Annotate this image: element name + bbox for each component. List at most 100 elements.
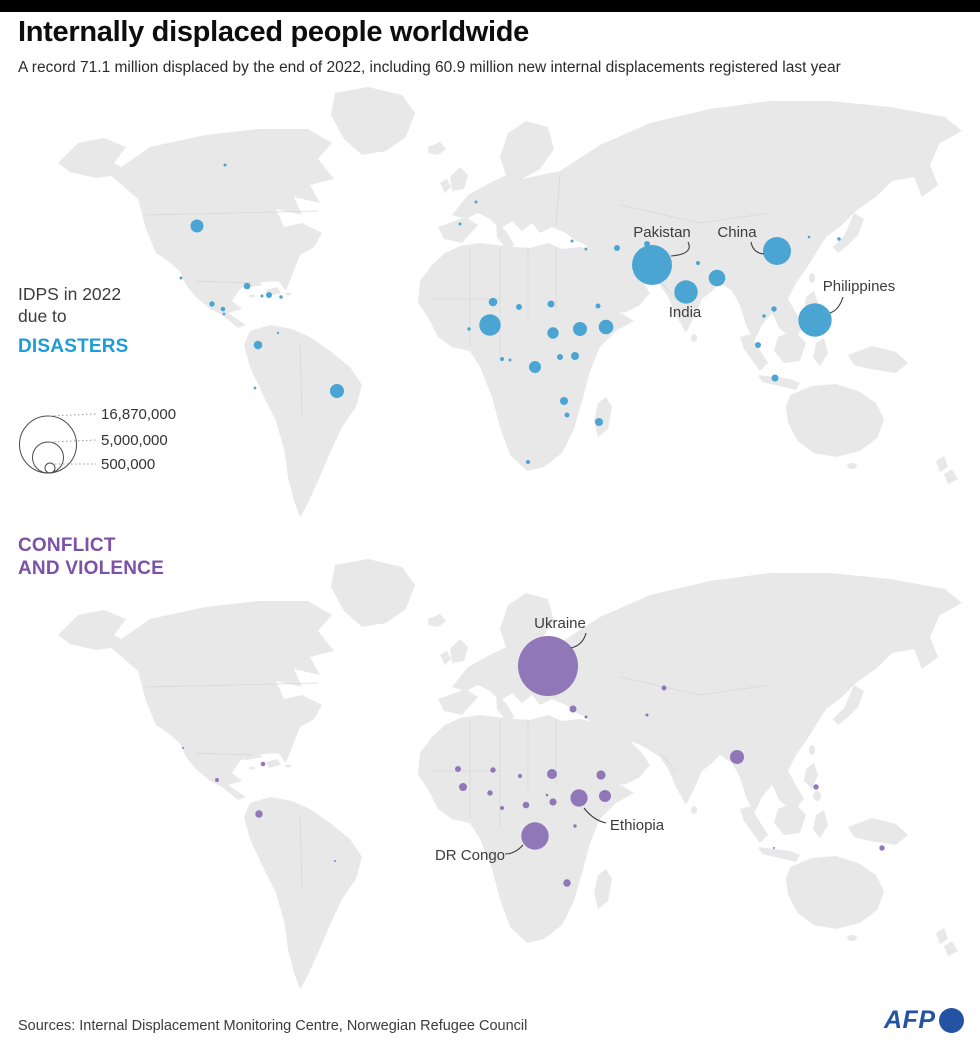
disasters-bubble-nepal xyxy=(696,261,700,265)
legend-intro-line2: due to xyxy=(18,306,67,326)
conflict-bubble-benin xyxy=(500,806,504,810)
disasters-bubble-puerto-rico xyxy=(279,295,283,299)
disasters-bubble-united-states xyxy=(190,219,204,233)
disasters-bubble-japan xyxy=(837,237,841,241)
conflict-bubble-syria xyxy=(584,715,588,719)
disasters-bubble-pakistan xyxy=(632,245,672,285)
conflict-bubble-dr-congo xyxy=(521,822,549,850)
scale-leader-large xyxy=(49,413,97,417)
sources-line: Sources: Internal Displacement Monitorin… xyxy=(18,1018,528,1034)
conflict-bubble-niger xyxy=(490,767,496,773)
scale-leader-medium xyxy=(49,439,97,443)
disasters-bubble-cambodia xyxy=(762,314,766,318)
scale-value-small: 500,000 xyxy=(101,456,155,473)
disasters-bubble-venezuela xyxy=(276,331,280,335)
disasters-bubble-benin xyxy=(467,327,471,331)
conflict-label-line1: CONFLICT xyxy=(18,535,116,556)
conflict-bubble-colombia xyxy=(255,810,263,818)
conflict-leader-dr-congo xyxy=(504,844,524,855)
afp-logo: AFP xyxy=(884,1006,964,1035)
conflict-dots xyxy=(182,636,885,887)
disasters-leader-china xyxy=(750,241,765,255)
disasters-bubble-canada xyxy=(223,163,227,167)
disasters-bubble-somalia xyxy=(573,322,587,336)
disasters-bubble-yemen xyxy=(598,319,614,335)
disasters-bubble-spain xyxy=(458,222,462,226)
conflict-bubble-uganda xyxy=(573,824,577,828)
disasters-map: Pakistan China India Philippines xyxy=(57,86,963,518)
disasters-bubble-philippines xyxy=(798,303,832,337)
disasters-bubble-france xyxy=(474,200,478,204)
disasters-label-china: China xyxy=(717,224,757,241)
conflict-bubble-philippines xyxy=(813,784,819,790)
disasters-bubble-kenya xyxy=(571,352,579,360)
disasters-label-pakistan: Pakistan xyxy=(633,224,691,241)
conflict-bubble-cameroon xyxy=(522,801,530,809)
disasters-bubble-central-african-republic xyxy=(508,358,512,362)
disasters-category-label: DISASTERS xyxy=(18,336,129,357)
disasters-bubble-colombia xyxy=(253,340,263,350)
disasters-bubble-peru xyxy=(253,386,257,390)
afp-logo-text: AFP xyxy=(884,1006,936,1034)
disasters-bubble-madagascar xyxy=(595,418,603,426)
conflict-label-line2: AND VIOLENCE xyxy=(18,558,164,579)
disasters-bubble-haiti xyxy=(260,294,264,298)
conflict-bubble-sudan xyxy=(547,769,557,779)
disasters-bubble-malawi xyxy=(560,397,568,405)
conflict-bubble-ethiopia xyxy=(570,789,588,807)
disasters-bubble-malaysia xyxy=(755,342,761,348)
world-landmass xyxy=(57,558,963,990)
conflict-bubble-myanmar xyxy=(730,750,744,764)
conflict-bubble-burkina-faso xyxy=(459,783,467,791)
conflict-label-ukraine: Ukraine xyxy=(534,615,586,632)
disasters-bubble-cuba xyxy=(243,282,251,290)
conflict-bubble-brazil xyxy=(334,860,336,862)
disasters-bubble-dominican-republic xyxy=(266,292,272,298)
disasters-bubble-honduras xyxy=(220,306,226,312)
disasters-bubble-eritrea xyxy=(595,303,601,309)
conflict-bubble-el-salvador xyxy=(215,778,219,782)
size-scale-legend: 16,870,000 5,000,000 500,000 xyxy=(19,406,176,474)
disasters-bubble-syria xyxy=(570,239,574,243)
disasters-bubble-nigeria xyxy=(479,314,501,336)
conflict-map: Ukraine Ethiopia DR Congo xyxy=(57,558,963,990)
disasters-bubble-sudan xyxy=(547,300,555,308)
conflict-bubble-kyrgyzstan xyxy=(661,685,667,691)
disasters-label-india: India xyxy=(669,304,702,321)
conflict-bubble-mozambique xyxy=(563,879,571,887)
disasters-labels: Pakistan China India Philippines xyxy=(633,224,895,321)
disasters-bubble-nicaragua xyxy=(222,312,226,316)
conflict-bubble-yemen xyxy=(596,770,606,780)
conflict-bubble-mali xyxy=(455,766,461,772)
conflict-label-ethiopia: Ethiopia xyxy=(610,817,665,834)
scale-value-medium: 5,000,000 xyxy=(101,432,168,449)
conflict-leader-ukraine xyxy=(570,632,587,649)
top-black-bar xyxy=(0,0,980,12)
disasters-bubble-chad xyxy=(516,304,522,310)
disasters-bubble-vietnam xyxy=(771,306,777,312)
conflict-bubble-south-sudan xyxy=(549,798,557,806)
disasters-bubble-south-korea xyxy=(807,235,811,239)
page-subtitle: A record 71.1 million displaced by the e… xyxy=(18,59,841,76)
conflict-bubble-afghanistan xyxy=(645,713,649,717)
disasters-bubble-iraq xyxy=(584,247,588,251)
conflict-bubble-turkey xyxy=(569,705,577,713)
conflict-bubble-ukraine xyxy=(518,636,578,696)
conflict-bubble-chad xyxy=(518,774,522,778)
disasters-bubble-south-africa xyxy=(526,460,530,464)
disasters-bubble-iran xyxy=(614,245,620,251)
disasters-bubble-cameroon xyxy=(500,357,504,361)
legend-intro: IDPS in 2022 due to DISASTERS xyxy=(18,283,198,358)
disasters-leader-philippines xyxy=(829,296,844,314)
disasters-bubble-niger xyxy=(488,297,498,307)
conflict-label-dr-congo: DR Congo xyxy=(435,847,505,864)
conflict-labels: Ukraine Ethiopia DR Congo xyxy=(435,615,665,864)
conflict-bubble-somalia xyxy=(599,790,611,802)
scale-value-large: 16,870,000 xyxy=(101,406,176,423)
conflict-bubble-abyei xyxy=(545,793,549,797)
disasters-bubble-brazil xyxy=(330,384,344,398)
page-title: Internally displaced people worldwide xyxy=(18,16,530,48)
conflict-bubble-nigeria xyxy=(487,790,493,796)
conflict-category-label: CONFLICT AND VIOLENCE xyxy=(18,534,238,580)
